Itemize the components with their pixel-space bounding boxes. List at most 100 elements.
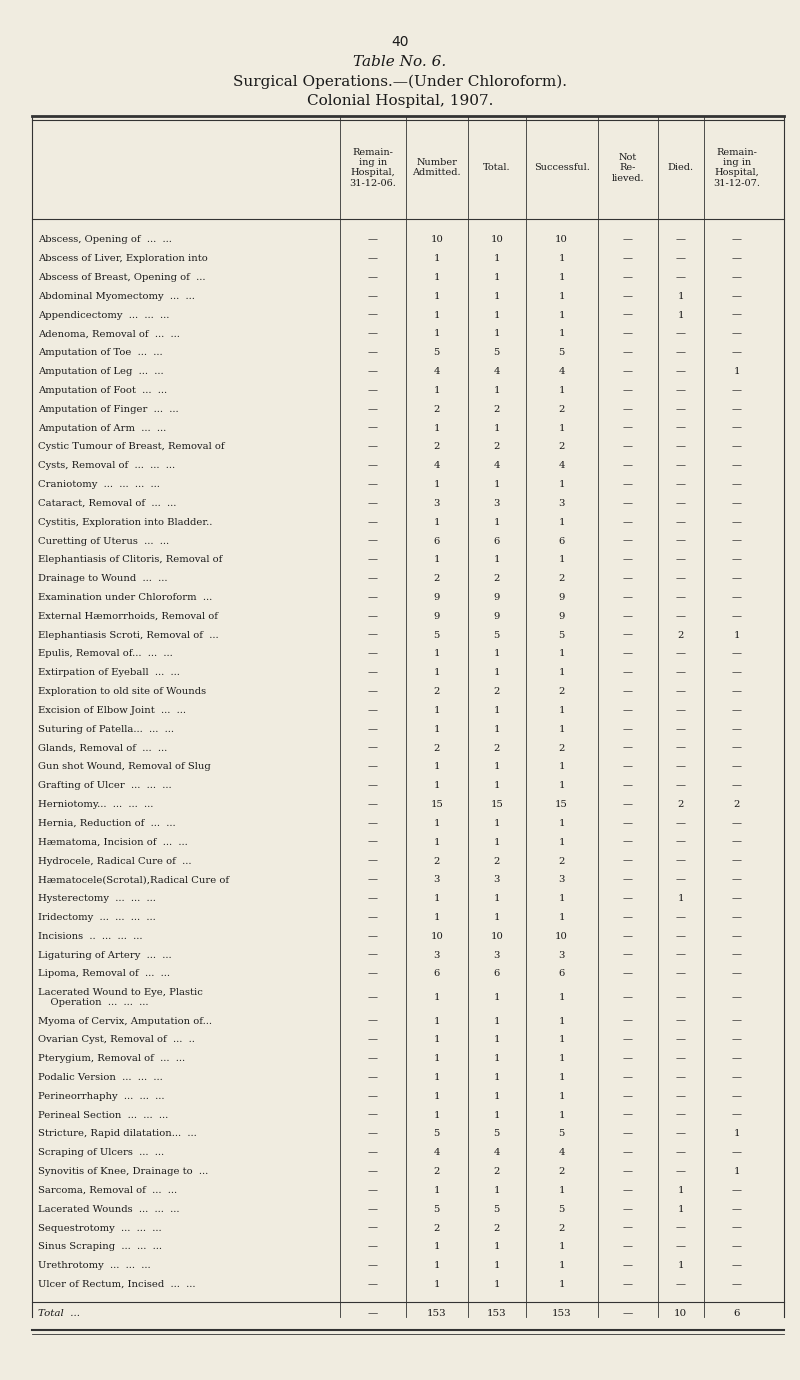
Text: —: — <box>732 668 742 678</box>
Text: 3: 3 <box>494 951 500 959</box>
Text: Perineorrhaphy  ...  ...  ...: Perineorrhaphy ... ... ... <box>38 1092 164 1101</box>
Text: Remain-
ing in
Hospital,
31-12-07.: Remain- ing in Hospital, 31-12-07. <box>714 148 760 188</box>
Text: —: — <box>622 668 633 678</box>
Text: Hæmatocele(Scrotal),Radical Cure of: Hæmatocele(Scrotal),Radical Cure of <box>38 875 229 885</box>
Text: —: — <box>622 1167 633 1176</box>
Text: —: — <box>368 1310 378 1318</box>
Text: 1: 1 <box>558 291 565 301</box>
Text: 10: 10 <box>490 932 503 941</box>
Text: 5: 5 <box>558 1129 565 1138</box>
Text: Cataract, Removal of  ...  ...: Cataract, Removal of ... ... <box>38 500 176 508</box>
Text: 1: 1 <box>434 838 440 847</box>
Text: —: — <box>368 1205 378 1214</box>
Text: —: — <box>622 687 633 696</box>
Text: —: — <box>622 1017 633 1025</box>
Text: —: — <box>368 687 378 696</box>
Text: —: — <box>676 593 686 602</box>
Text: 9: 9 <box>558 611 565 621</box>
Text: —: — <box>732 1054 742 1063</box>
Text: —: — <box>622 611 633 621</box>
Text: —: — <box>368 1281 378 1289</box>
Text: Amputation of Arm  ...  ...: Amputation of Arm ... ... <box>38 424 166 432</box>
Text: —: — <box>622 1185 633 1195</box>
Text: —: — <box>368 518 378 527</box>
Text: 5: 5 <box>558 631 565 640</box>
Text: Amputation of Finger  ...  ...: Amputation of Finger ... ... <box>38 404 178 414</box>
Text: —: — <box>732 932 742 941</box>
Text: 1: 1 <box>494 555 500 564</box>
Text: 1: 1 <box>434 781 440 791</box>
Text: —: — <box>732 291 742 301</box>
Text: 4: 4 <box>494 461 500 471</box>
Text: 1: 1 <box>494 480 500 489</box>
Text: 2: 2 <box>494 1224 500 1232</box>
Text: 10: 10 <box>430 932 443 941</box>
Text: 1: 1 <box>434 424 440 432</box>
Text: 1: 1 <box>678 291 684 301</box>
Text: 1: 1 <box>434 1111 440 1119</box>
Text: —: — <box>676 1092 686 1101</box>
Text: —: — <box>622 1261 633 1270</box>
Text: 2: 2 <box>558 404 565 414</box>
Text: 1: 1 <box>558 518 565 527</box>
Text: —: — <box>622 348 633 357</box>
Text: 1: 1 <box>434 650 440 658</box>
Text: —: — <box>732 404 742 414</box>
Text: —: — <box>676 1281 686 1289</box>
Text: —: — <box>676 348 686 357</box>
Text: 2: 2 <box>558 574 565 584</box>
Text: 1: 1 <box>558 1035 565 1045</box>
Text: —: — <box>622 555 633 564</box>
Text: —: — <box>622 994 633 1002</box>
Text: 3: 3 <box>558 500 565 508</box>
Text: Number
Admitted.: Number Admitted. <box>413 157 461 178</box>
Text: 1: 1 <box>558 480 565 489</box>
Text: 4: 4 <box>494 367 500 377</box>
Text: —: — <box>368 537 378 545</box>
Text: 10: 10 <box>555 236 568 244</box>
Text: Remain-
ing in
Hospital,
31-12-06.: Remain- ing in Hospital, 31-12-06. <box>350 148 396 188</box>
Text: —: — <box>368 932 378 941</box>
Text: Ligaturing of Artery  ...  ...: Ligaturing of Artery ... ... <box>38 951 171 959</box>
Text: —: — <box>732 236 742 244</box>
Text: —: — <box>368 555 378 564</box>
Text: —: — <box>676 762 686 771</box>
Text: Adenoma, Removal of  ...  ...: Adenoma, Removal of ... ... <box>38 330 179 338</box>
Text: 5: 5 <box>434 1205 440 1214</box>
Text: —: — <box>622 744 633 752</box>
Text: 6: 6 <box>434 537 440 545</box>
Text: 5: 5 <box>558 348 565 357</box>
Text: —: — <box>732 1224 742 1232</box>
Text: —: — <box>622 443 633 451</box>
Text: —: — <box>622 894 633 903</box>
Text: 2: 2 <box>434 687 440 696</box>
Text: —: — <box>622 1074 633 1082</box>
Text: —: — <box>732 537 742 545</box>
Text: 1: 1 <box>734 1167 740 1176</box>
Text: —: — <box>676 461 686 471</box>
Text: —: — <box>676 1111 686 1119</box>
Text: —: — <box>622 236 633 244</box>
Text: —: — <box>622 781 633 791</box>
Text: —: — <box>622 914 633 922</box>
Text: 1: 1 <box>494 1035 500 1045</box>
Text: —: — <box>676 1148 686 1158</box>
Text: —: — <box>732 555 742 564</box>
Text: 1: 1 <box>494 762 500 771</box>
Text: 2: 2 <box>434 574 440 584</box>
Text: —: — <box>732 1092 742 1101</box>
Text: Died.: Died. <box>668 163 694 172</box>
Text: —: — <box>676 951 686 959</box>
Text: 2: 2 <box>434 404 440 414</box>
Text: 1: 1 <box>678 310 684 320</box>
Text: 4: 4 <box>434 461 440 471</box>
Text: —: — <box>732 838 742 847</box>
Text: 1: 1 <box>494 1185 500 1195</box>
Text: 1: 1 <box>494 254 500 264</box>
Text: 6: 6 <box>734 1310 740 1318</box>
Text: 1: 1 <box>558 1074 565 1082</box>
Text: 1: 1 <box>494 1074 500 1082</box>
Text: —: — <box>368 668 378 678</box>
Text: 5: 5 <box>434 348 440 357</box>
Text: —: — <box>368 443 378 451</box>
